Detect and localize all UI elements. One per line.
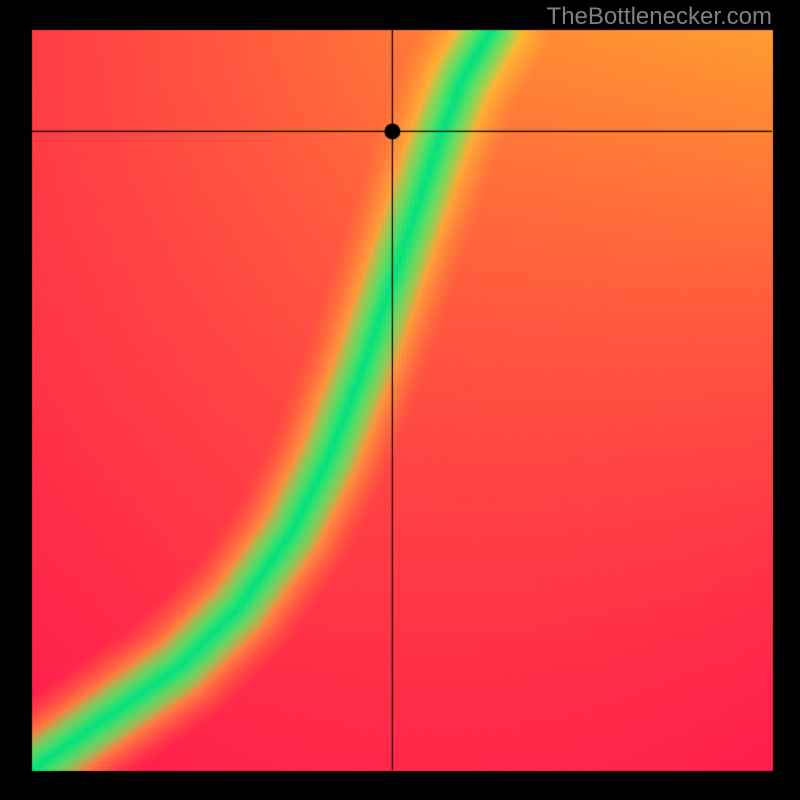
bottleneck-heatmap — [0, 0, 800, 800]
watermark-text: TheBottlenecker.com — [547, 3, 772, 31]
